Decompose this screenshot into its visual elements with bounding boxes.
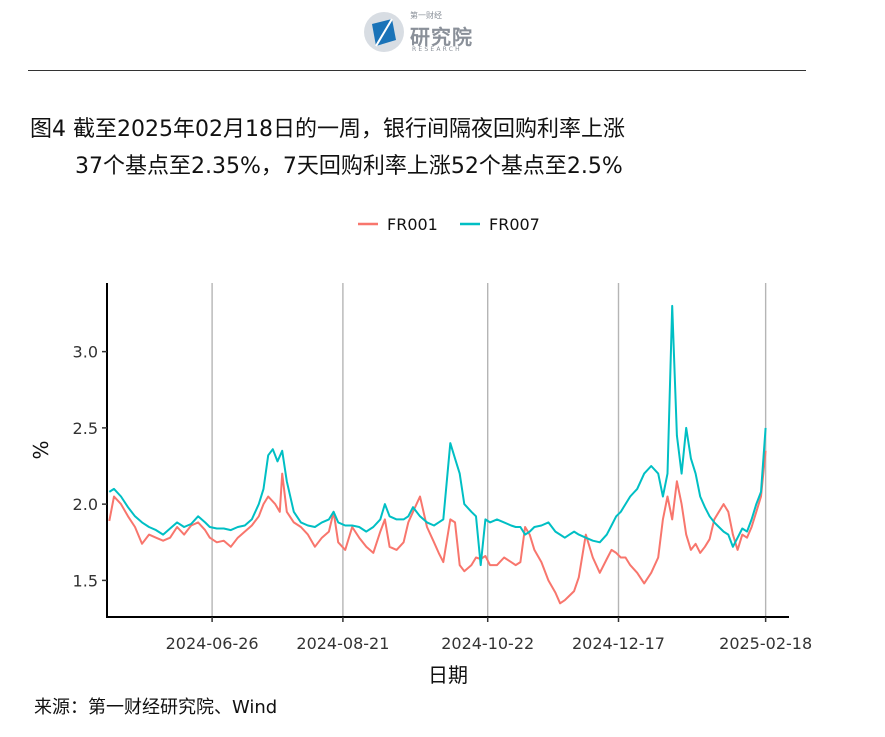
research-logo: 第一财经 研究院 RESEARCH	[362, 8, 474, 56]
y-tick-label: 2.5	[73, 419, 98, 438]
line-chart: 1.5 2.0 2.5 3.0 2024-06-26 2024-08-21 2024-10-…	[29, 215, 812, 687]
legend-label-fr007: FR007	[489, 215, 540, 234]
legend-label-fr001: FR001	[387, 215, 438, 234]
y-tick-label: 2.0	[73, 495, 98, 514]
x-tick-label: 2024-10-22	[441, 634, 534, 653]
x-tick-label: 2024-08-21	[296, 634, 389, 653]
figure-title-line-2: 37个基点至2.35%，7天回购利率上涨52个基点至2.5%	[75, 154, 623, 179]
x-axis-title: 日期	[428, 663, 468, 687]
x-tick-label: 2024-06-26	[166, 634, 259, 653]
figure-title-line-1: 图4 截至2025年02月18日的一周，银行间隔夜回购利率上涨	[30, 117, 625, 142]
y-tick-label: 3.0	[73, 343, 98, 362]
logo-main-text: 研究院	[410, 25, 473, 49]
header-divider	[28, 70, 806, 71]
logo-english-text: RESEARCH	[412, 46, 462, 53]
x-tick-label: 2024-12-17	[572, 634, 665, 653]
x-tick-label: 2025-02-18	[719, 634, 812, 653]
series-line-fr001	[108, 450, 767, 605]
logo-small-text: 第一财经	[410, 11, 442, 20]
logo-emblem-icon	[364, 12, 404, 52]
figure-source: 来源：第一财经研究院、Wind	[34, 697, 278, 718]
y-tick-label: 1.5	[73, 571, 98, 590]
y-axis-title: %	[29, 440, 53, 459]
series-line-fr007	[108, 304, 767, 567]
figure-title: 图4 截至2025年02月18日的一周，银行间隔夜回购利率上涨 37个基点至2.…	[30, 111, 790, 185]
